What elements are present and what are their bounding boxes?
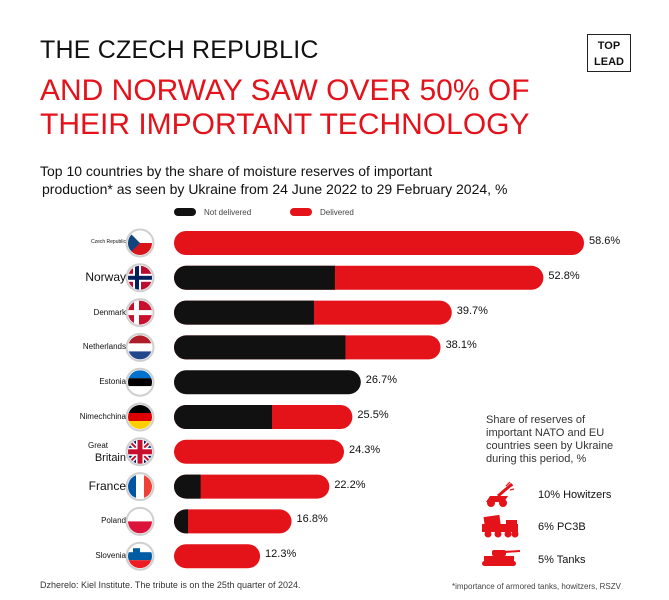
country-label-denmark: Denmark: [26, 308, 126, 317]
norway-flag: [125, 263, 155, 293]
chart-title-line2: AND NORWAY SAW OVER 50% OF THEIR IMPORTA…: [40, 74, 530, 141]
bar-not-delivered-poland: [173, 509, 188, 534]
country-label-slovenia: Slovenia: [26, 551, 126, 560]
country-label-text-estonia: Estonia: [99, 377, 126, 387]
tank-icon: [482, 550, 521, 566]
subtitle-line2: production* as seen by Ukraine from 24 J…: [42, 181, 508, 197]
country-label-great-britain: Great Britain: [26, 439, 126, 465]
bar-not-delivered-nimechchina: [174, 405, 272, 429]
country-label-text-nimechchina: Nimechchina: [79, 412, 126, 421]
value-label-czech-republic: 58.6%: [589, 235, 621, 247]
country-label-poland: Poland: [26, 516, 126, 525]
value-label-france: 22.2%: [334, 478, 366, 491]
denmark-flag: [125, 298, 155, 328]
logo-bottom-text: LEAD: [594, 56, 624, 68]
value-label-estonia: 26.7%: [365, 374, 397, 387]
value-label-norway: 52.8%: [548, 269, 580, 282]
country-label-czech-republic: Czech Republic: [26, 239, 126, 245]
country-label-netherlands: Netherlands: [26, 342, 126, 351]
netherlands-flag: [125, 332, 155, 362]
bar-delivered-poland: [173, 509, 292, 534]
country-label-france: France: [26, 479, 126, 493]
chart-subtitle: Top 10 countries by the share of moistur…: [40, 162, 560, 198]
value-label-slovenia: 12.3%: [265, 548, 297, 561]
value-label-poland: 16.8%: [296, 513, 328, 526]
country-label-text-great-britain-line1: Great: [87, 440, 108, 450]
legend-swatch-delivered: [290, 208, 312, 216]
country-label-text-netherlands: Netherlands: [82, 342, 126, 352]
side-panel-title: Share of reserves of important NATO and …: [486, 414, 614, 465]
country-label-text-great-britain-line2: Britain: [94, 451, 126, 464]
side-item-pc3b: 6% PC3B: [538, 521, 586, 533]
estonia-flag: [125, 367, 155, 397]
side-item-tanks: 5% Tanks: [538, 554, 586, 566]
bar-not-delivered-netherlands: [174, 335, 346, 360]
source-note: Dzherelo: Kiel Institute. The tribute is…: [40, 580, 301, 590]
country-label-text-slovenia: Slovenia: [95, 551, 126, 561]
subtitle-line1: Top 10 countries by the share of moistur…: [40, 163, 433, 179]
uk-flag: [125, 437, 155, 467]
bar-not-delivered-france: [174, 474, 201, 499]
legend-swatch-not-delivered: [174, 208, 196, 216]
legend-label-delivered: Delivered: [320, 207, 354, 217]
bar-delivered-france: [174, 474, 330, 499]
slovenia-flag: [125, 541, 155, 571]
country-label-norway: Norway: [26, 270, 126, 284]
rocket-launcher-icon: [482, 514, 519, 538]
czech-flag: [125, 228, 155, 258]
germany-flag: [125, 402, 155, 432]
france-flag: [125, 472, 155, 502]
chart-title-line1: THE CZECH REPUBLIC: [40, 36, 319, 64]
bar-not-delivered-norway: [174, 265, 335, 290]
legend-not-delivered: Not delivered: [174, 207, 251, 217]
howitzer-icon: [486, 481, 515, 507]
country-label-text-poland: Poland: [101, 516, 126, 526]
country-label-estonia: Estonia: [26, 377, 126, 386]
footnote: *importance of armored tanks, howitzers,…: [452, 582, 621, 591]
bar-not-delivered-estonia: [174, 370, 361, 395]
country-label-text-denmark: Denmark: [93, 307, 126, 317]
country-label-nimechchina: Nimechchina: [26, 412, 126, 421]
country-label-text-france: France: [88, 478, 126, 493]
value-label-nimechchina: 25.5%: [357, 409, 389, 421]
country-label-text-czech-republic: Czech Republic: [90, 239, 126, 245]
legend-label-not-delivered: Not delivered: [204, 207, 252, 217]
bar-not-delivered-denmark: [174, 300, 314, 325]
logo-top-text: TOP: [597, 40, 621, 52]
poland-flag: [125, 506, 155, 536]
value-label-great-britain: 24.3%: [349, 443, 381, 456]
bar-delivered-czech-republic: [174, 231, 584, 255]
value-label-denmark: 39.7%: [456, 304, 488, 317]
bar-delivered-great-britain: [174, 439, 345, 464]
country-label-text-norway: Norway: [85, 269, 126, 284]
bar-delivered-slovenia: [174, 544, 261, 569]
legend-delivered: Delivered: [290, 207, 354, 217]
value-label-netherlands: 38.1%: [445, 339, 477, 352]
top-lead-logo: TOP LEAD: [587, 34, 631, 72]
side-item-howitzers: 10% Howitzers: [538, 489, 612, 501]
